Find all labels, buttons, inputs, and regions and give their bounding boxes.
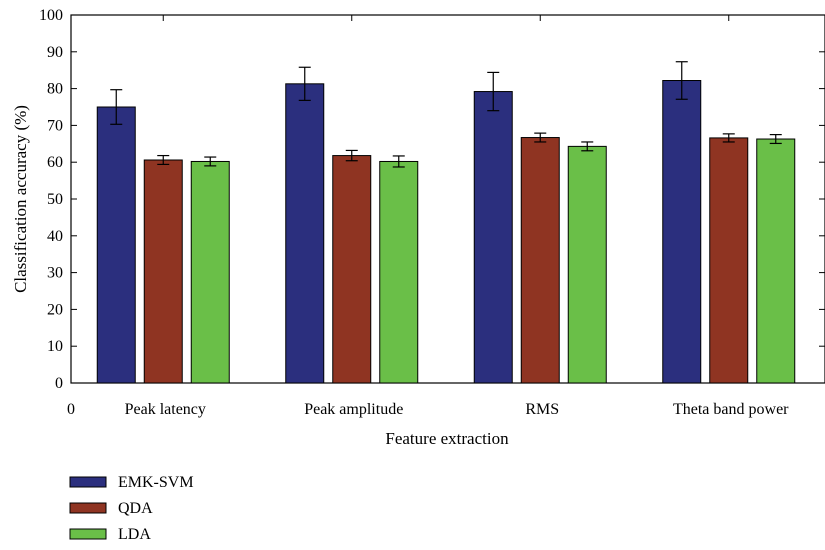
y-axis: 0 10 20 30 40 50 60 70 80 90 100 <box>39 7 825 392</box>
error-bar <box>769 134 782 145</box>
bar-emk-svm <box>285 83 325 384</box>
y-tick-label: 60 <box>47 154 63 171</box>
bar-emk-svm <box>473 91 513 384</box>
bar-lda <box>190 160 230 384</box>
y-tick-label: 100 <box>39 7 63 24</box>
bar-qda <box>709 137 749 384</box>
bar-lda <box>379 160 419 384</box>
x-tick-label: Peak latency <box>125 401 206 418</box>
error-bar <box>298 66 311 101</box>
error-bar <box>675 61 688 100</box>
error-bar <box>722 133 735 143</box>
bar-qda <box>520 137 560 384</box>
error-bar <box>392 155 405 168</box>
x-axis-title: Feature extraction <box>385 429 509 448</box>
legend-label: QDA <box>118 500 153 517</box>
y-axis-title: Classification accuracy (%) <box>11 105 30 293</box>
x-axis: Peak latency Peak amplitude RMS Theta band … <box>125 15 789 418</box>
y-tick-label: 10 <box>47 338 63 355</box>
error-bar <box>110 89 123 125</box>
y-tick-label: 40 <box>47 228 63 245</box>
y-tick-label: 30 <box>47 265 63 282</box>
y-tick-label: 90 <box>47 44 63 61</box>
error-bar <box>487 71 500 112</box>
y-tick-label: 0 <box>55 375 63 392</box>
legend-label: LDA <box>118 526 151 543</box>
error-bar <box>534 132 547 143</box>
legend-label: EMK-SVM <box>118 474 194 491</box>
x-tick-label: Peak amplitude <box>304 401 403 418</box>
error-bar <box>581 141 594 152</box>
error-bar <box>157 154 170 166</box>
bar-emk-svm <box>662 80 702 384</box>
legend-swatch <box>69 476 107 488</box>
bars <box>96 61 796 384</box>
legend-swatch <box>69 528 107 540</box>
y-tick-label: 50 <box>47 191 63 208</box>
y-tick-label: 20 <box>47 301 63 318</box>
y-tick-label: 80 <box>47 81 63 98</box>
legend: EMK-SVM QDA LDA <box>69 474 194 543</box>
x-tick-label: Theta band power <box>673 401 789 418</box>
bar-qda <box>143 159 183 384</box>
legend-swatch <box>69 502 107 514</box>
x-tick-label: RMS <box>525 401 559 418</box>
x-origin-label: 0 <box>67 401 75 418</box>
y-tick-label: 70 <box>47 117 63 134</box>
error-bar <box>204 156 217 167</box>
error-bar <box>345 149 358 162</box>
bar-qda <box>332 155 372 384</box>
bar-lda <box>756 138 796 384</box>
bar-emk-svm <box>96 106 136 384</box>
bar-lda <box>567 145 607 384</box>
